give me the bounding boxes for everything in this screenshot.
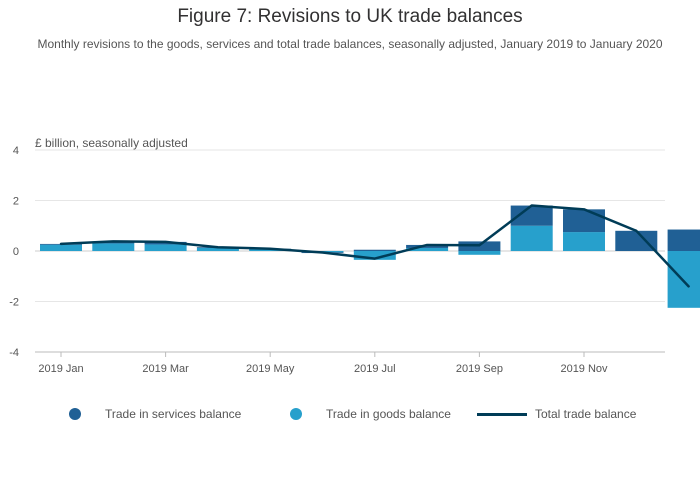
y-tick-label: 4 (13, 145, 19, 157)
legend-item-total: Total trade balance (477, 407, 636, 421)
bar-services (615, 230, 658, 251)
legend-item-goods: Trade in goods balance (290, 407, 451, 421)
y-axis-label: £ billion, seasonally adjusted (35, 136, 188, 150)
y-tick-label: 0 (13, 246, 19, 258)
bar-goods (196, 247, 239, 251)
legend-swatch-total (477, 412, 527, 416)
y-tick-label: -4 (9, 347, 19, 359)
bar-goods (563, 232, 605, 251)
legend-label-goods: Trade in goods balance (326, 407, 451, 421)
x-tick-label: 2019 Sep (456, 363, 503, 375)
bar-services (510, 205, 553, 226)
bar-goods (40, 244, 82, 251)
bar-services (563, 209, 605, 233)
chart-subtitle: Monthly revisions to the goods, services… (37, 37, 663, 51)
bar-goods (510, 225, 553, 251)
legend-swatch-services (69, 408, 81, 420)
bar-goods (353, 251, 396, 260)
bar-goods (406, 247, 449, 251)
chart-title: Figure 7: Revisions to UK trade balances (177, 6, 523, 27)
x-tick-label: 2019 Nov (560, 363, 608, 375)
legend-item-services: Trade in services balance (69, 407, 241, 421)
legend-label-services: Trade in services balance (105, 407, 242, 421)
bar-services (144, 241, 187, 245)
bar-goods (667, 251, 700, 308)
bar-goods (144, 244, 187, 251)
bar-goods (458, 251, 501, 255)
legend-label-total: Total trade balance (535, 407, 637, 421)
bar-services (406, 244, 449, 248)
bar-services (353, 249, 396, 251)
y-tick-label: 2 (13, 196, 19, 208)
x-tick-label: 2019 Jan (38, 363, 83, 375)
bar-goods (92, 243, 135, 251)
chart-plot-area: 4 2 0 -2 -4 2019 Jan 2019 Mar 2019 May 2019 Jul 2… (9, 145, 700, 375)
chart-legend: Trade in services balance Trade in goods… (0, 407, 700, 427)
bar-goods (249, 249, 292, 251)
x-tick-label: 2019 Jul (354, 363, 396, 375)
line-total-trade-balance (59, 204, 690, 288)
x-tick-label: 2019 May (246, 363, 295, 375)
x-tick-label: 2019 Mar (142, 363, 189, 375)
bar-services (667, 229, 700, 251)
legend-swatch-goods (290, 408, 302, 420)
y-tick-label: -2 (9, 297, 19, 309)
